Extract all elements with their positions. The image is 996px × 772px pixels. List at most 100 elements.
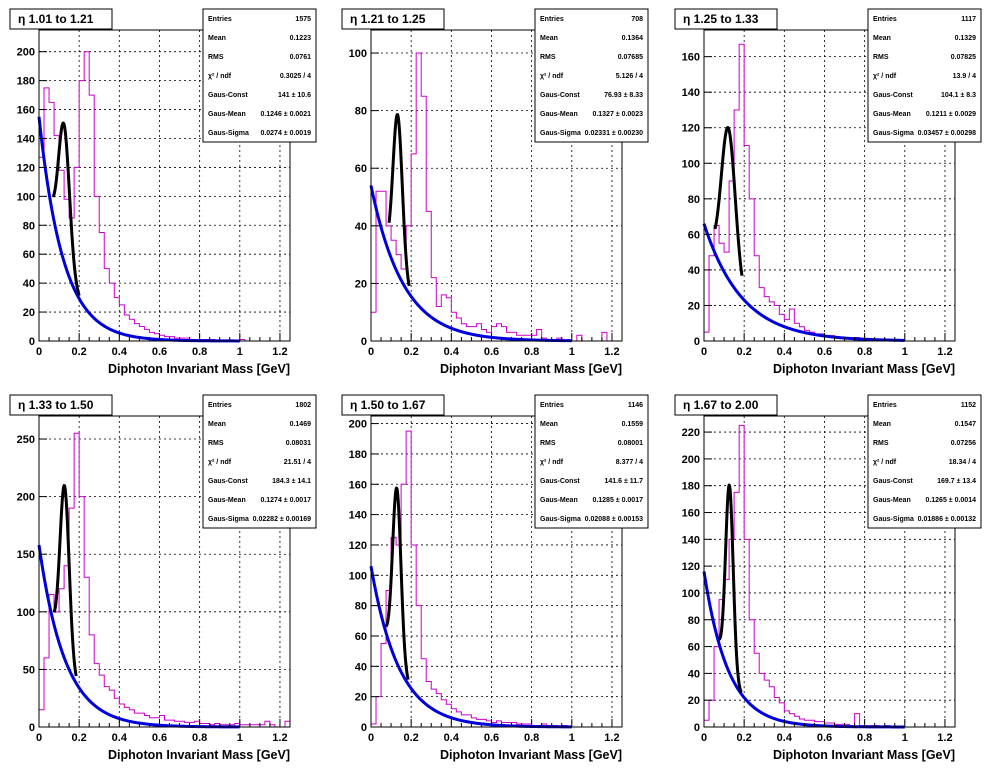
stats-value: 0.03457 ± 0.00298 [918,130,976,137]
stats-label: Mean [873,35,891,42]
stats-value: 1152 [961,402,976,409]
y-tick-label: 180 [682,481,700,493]
stats-value: 0.1469 [290,421,312,428]
stats-label: Entries [873,16,897,23]
x-tick-label: 0.4 [777,732,793,744]
stats-label: χ² / ndf [540,459,564,466]
x-tick-label: 0.6 [152,732,167,744]
x-tick-label: 0 [36,346,42,358]
x-tick-label: 1.2 [272,346,287,358]
stats-value: 0.1274 ± 0.0017 [260,497,311,504]
stats-value: 141 ± 10.6 [278,92,311,99]
stats-value: 8.377 / 4 [616,459,643,466]
stats-label: Mean [208,35,226,42]
stats-value: 0.08031 [286,440,311,447]
stats-value: 21.51 / 4 [284,459,311,466]
stats-label: χ² / ndf [873,459,897,466]
stats-label: Gaus-Sigma [540,516,581,523]
y-tick-label: 0 [694,336,700,348]
stats-value: 0.1327 ± 0.0023 [592,111,643,118]
y-tick-label: 60 [688,642,700,654]
stats-value: 0.07256 [951,440,976,447]
stats-label: Mean [873,421,891,428]
stats-value: 0.1559 [622,421,644,428]
stats-label: Gaus-Const [208,478,248,485]
x-tick-label: 0.4 [444,346,460,358]
stats-box-frame [202,8,317,143]
x-axis-title: Diphoton Invariant Mass [GeV] [440,362,622,376]
x-tick-label: 1.2 [604,732,619,744]
stats-label: Gaus-Const [540,478,580,485]
stats-label: Gaus-Sigma [208,130,249,137]
x-tick-label: 0 [368,732,374,744]
y-tick-label: 160 [349,479,367,491]
y-tick-label: 140 [682,87,700,99]
panel-title-text: η 1.01 to 1.21 [18,12,94,26]
stats-value: 184.3 ± 14.1 [272,478,311,485]
stats-box: Entries 1117 Mean 0.1329 RMS 0.07825 χ² / ndf 1… [867,8,982,143]
stats-box: Entries 1152 Mean 0.1547 RMS 0.07256 χ² / ndf 1… [867,394,982,529]
y-tick-label: 0 [29,722,35,734]
stats-value: 0.0761 [290,54,312,61]
stats-value: 708 [631,16,643,23]
x-tick-label: 0.8 [524,346,539,358]
x-axis-title: Diphoton Invariant Mass [GeV] [108,748,290,762]
stats-value: 0.1547 [955,421,977,428]
stats-value: 13.9 / 4 [953,73,976,80]
y-tick-label: 0 [694,722,700,734]
panel-title-text: η 1.25 to 1.33 [683,12,759,26]
y-tick-label: 100 [17,607,35,619]
x-tick-label: 0 [36,732,42,744]
stats-value: 0.02282 ± 0.00169 [253,516,311,523]
x-tick-label: 0.4 [112,732,128,744]
y-tick-label: 150 [17,549,35,561]
x-tick-label: 0.6 [817,346,832,358]
stats-label: RMS [540,440,556,447]
panel-title: η 1.50 to 1.67 [341,394,445,416]
stats-label: χ² / ndf [208,459,232,466]
x-tick-label: 0 [368,346,374,358]
stats-box: Entries 1802 Mean 0.1469 RMS 0.08031 χ² / ndf 2… [202,394,317,529]
x-axis-title: Diphoton Invariant Mass [GeV] [108,362,290,376]
y-tick-label: 20 [688,695,700,707]
stats-label: Entries [540,402,564,409]
x-tick-label: 0.6 [817,732,832,744]
y-tick-label: 60 [23,249,35,261]
y-tick-label: 250 [17,434,35,446]
y-tick-label: 20 [688,300,700,312]
y-tick-label: 80 [23,220,35,232]
histogram-panel-4: 0 0.2 0.4 0.6 0.8 1 1.2 0 50 100 150 200 250 Diphoton… [9,394,317,762]
stats-value: 1575 [295,16,311,23]
y-tick-label: 0 [361,722,367,734]
stats-label: RMS [208,54,224,61]
stats-box-frame [867,8,982,143]
y-tick-label: 20 [355,278,367,290]
x-tick-label: 1.2 [272,732,287,744]
plot-frame [370,415,623,728]
stats-label: Mean [540,421,558,428]
background-fit-curve [37,116,241,343]
panel-title: η 1.25 to 1.33 [674,8,778,30]
stats-box: Entries 708 Mean 0.1364 RMS 0.07685 χ² / ndf 5.… [534,8,649,143]
panel-title-box [341,394,445,416]
stats-label: Entries [873,402,897,409]
stats-box-frame [534,394,649,529]
plot-frame [370,29,623,342]
x-tick-label: 0.4 [112,346,128,358]
y-tick-label: 100 [349,570,367,582]
panel-title: η 1.21 to 1.25 [341,8,445,30]
stats-value: 0.1285 ± 0.0017 [592,497,643,504]
y-tick-label: 40 [688,265,700,277]
y-tick-label: 40 [688,668,700,680]
y-tick-label: 60 [688,229,700,241]
histogram-panel-3: 0 0.2 0.4 0.6 0.8 1 1.2 0 20 40 60 80 100 120 140 160 Di… [674,8,982,376]
x-tick-label: 1.2 [937,346,952,358]
signal-fit-curve [52,484,78,677]
stats-value: 18.34 / 4 [949,459,976,466]
y-tick-label: 80 [355,106,367,118]
stats-label: Mean [208,421,226,428]
plot-frame [703,29,956,342]
stats-value: 1802 [295,402,311,409]
y-tick-label: 50 [23,664,35,676]
y-tick-label: 200 [17,492,35,504]
